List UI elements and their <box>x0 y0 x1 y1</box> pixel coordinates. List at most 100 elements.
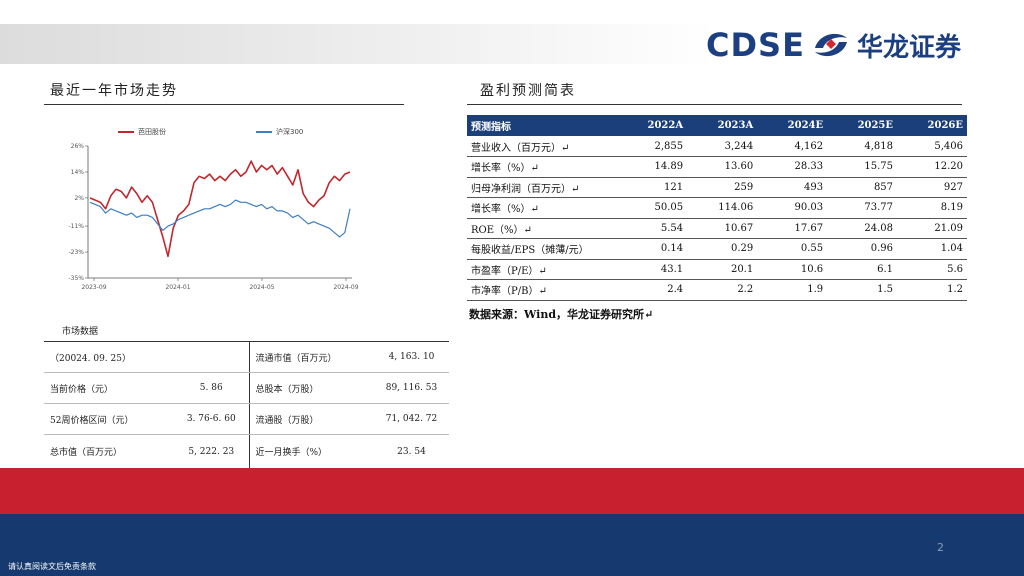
market-data-row: （20024. 09. 25） 流通市值（百万元） 4, 163. 10 <box>44 341 449 373</box>
forecast-metric-label: 市净率（P/B）↵ <box>467 279 617 301</box>
y-tick-label: -11% <box>68 223 84 230</box>
market-data-label: 近一月换手（%） <box>248 434 374 469</box>
forecast-row: 归母净利润（百万元）↵ 121 259 493 857 927 <box>467 177 967 198</box>
market-data-value: 71, 042. 72 <box>374 403 449 435</box>
market-data-row: 52周价格区间（元） 3. 76-6. 60 流通股（万股） 71, 042. 72 <box>44 403 449 435</box>
forecast-row: 营业收入（百万元）↵ 2,855 3,244 4,162 4,818 5,406 <box>467 136 967 157</box>
market-trend-title: 最近一年市场走势 <box>50 83 178 99</box>
logo-text-en: CDSE <box>706 26 805 64</box>
forecast-title: 盈利预测简表 <box>480 83 576 99</box>
forecast-value: 28.33 <box>757 156 828 178</box>
market-data-label: 52周价格区间（元） <box>44 403 174 435</box>
market-data-label: （20024. 09. 25） <box>44 341 174 373</box>
forecast-row: 市净率（P/B）↵ 2.4 2.2 1.9 1.5 1.2 <box>467 279 967 301</box>
series-line-2 <box>89 199 351 238</box>
market-data-value: 4, 163. 10 <box>374 341 449 373</box>
forecast-value: 0.55 <box>757 238 828 260</box>
forecast-value: 2.4 <box>617 279 688 301</box>
forecast-table: 预测指标 2022A 2023A 2024E 2025E 2026E 营业收入（百万元）↵… <box>467 115 967 301</box>
forecast-header-year: 2025E <box>827 115 898 136</box>
forecast-value: 73.77 <box>827 197 898 219</box>
forecast-value: 493 <box>757 177 828 198</box>
y-tick-label: -23% <box>68 249 84 256</box>
forecast-value: 259 <box>687 177 758 198</box>
forecast-value: 3,244 <box>687 136 758 157</box>
y-tick-label: 2% <box>74 195 84 202</box>
forecast-header-year: 2024E <box>757 115 828 136</box>
forecast-value: 15.75 <box>827 156 898 178</box>
legend-series-1: 芭田股份 <box>118 127 166 137</box>
market-data-value: 23. 54 <box>374 434 449 469</box>
forecast-row: 增长率（%）↵ 14.89 13.60 28.33 15.75 12.20 <box>467 156 967 178</box>
market-data-value: 5. 86 <box>174 372 249 404</box>
forecast-value: 21.09 <box>897 218 967 239</box>
market-data-title: 市场数据 <box>62 327 99 337</box>
market-trend-chart: 26% 14% 2% -11% -23% -35% 2023-09 2024-01 2024-0… <box>68 143 358 291</box>
forecast-row: 市盈率（P/E）↵ 43.1 20.1 10.6 6.1 5.6 <box>467 259 967 280</box>
forecast-row: 增长率（%）↵ 50.05 114.06 90.03 73.77 8.19 <box>467 197 967 219</box>
forecast-metric-label: 归母净利润（百万元）↵ <box>467 177 617 198</box>
y-tick-label: -35% <box>68 275 84 282</box>
footer-red-band <box>0 468 1024 514</box>
forecast-header-metric: 预测指标 <box>467 115 617 136</box>
market-data-value: 89, 116. 53 <box>374 372 449 404</box>
x-tick-label: 2024-09 <box>333 284 358 291</box>
forecast-value: 857 <box>827 177 898 198</box>
forecast-value: 20.1 <box>687 259 758 280</box>
forecast-metric-label: 增长率（%）↵ <box>467 156 617 178</box>
forecast-value: 50.05 <box>617 197 688 219</box>
forecast-value: 2,855 <box>617 136 688 157</box>
forecast-metric-label: 每股收益/EPS（摊薄/元） <box>467 238 617 260</box>
market-data-label: 流通市值（百万元） <box>248 341 374 373</box>
disclaimer-text: 请认真阅读文后免责条款 <box>8 562 96 571</box>
forecast-metric-label: 增长率（%）↵ <box>467 197 617 219</box>
market-data-table: （20024. 09. 25） 流通市值（百万元） 4, 163. 10 当前价格（元… <box>44 341 449 469</box>
legend-label: 沪深300 <box>276 128 304 136</box>
forecast-value: 5.54 <box>617 218 688 239</box>
market-data-value <box>174 341 249 373</box>
market-data-row: 当前价格（元） 5. 86 总股本（万股） 89, 116. 53 <box>44 372 449 404</box>
forecast-value: 121 <box>617 177 688 198</box>
y-tick-label: 26% <box>71 143 85 150</box>
forecast-value: 0.29 <box>687 238 758 260</box>
footer-blue-band <box>0 514 1024 576</box>
forecast-value: 5,406 <box>897 136 967 157</box>
forecast-value: 24.08 <box>827 218 898 239</box>
page-number: 2 <box>937 541 944 554</box>
forecast-value: 5.6 <box>897 259 967 280</box>
header-band <box>0 24 1024 64</box>
forecast-value: 927 <box>897 177 967 198</box>
forecast-metric-label: ROE（%）↵ <box>467 218 617 239</box>
forecast-value: 90.03 <box>757 197 828 219</box>
forecast-value: 10.67 <box>687 218 758 239</box>
company-logo: CDSE 华龙证券 <box>706 26 961 64</box>
market-data-label: 当前价格（元） <box>44 372 174 404</box>
forecast-value: 12.20 <box>897 156 967 178</box>
forecast-value: 2.2 <box>687 279 758 301</box>
forecast-row: ROE（%）↵ 5.54 10.67 17.67 24.08 21.09 <box>467 218 967 239</box>
x-tick-label: 2024-01 <box>165 284 190 291</box>
market-data-label: 流通股（万股） <box>248 403 374 435</box>
forecast-value: 10.6 <box>757 259 828 280</box>
forecast-value: 1.2 <box>897 279 967 301</box>
forecast-value: 0.14 <box>617 238 688 260</box>
forecast-value: 4,162 <box>757 136 828 157</box>
forecast-value: 17.67 <box>757 218 828 239</box>
x-tick-label: 2024-05 <box>249 284 274 291</box>
forecast-value: 43.1 <box>617 259 688 280</box>
forecast-metric-label: 市盈率（P/E）↵ <box>467 259 617 280</box>
market-data-value: 5, 222. 23 <box>174 434 249 469</box>
forecast-header-year: 2026E <box>897 115 967 136</box>
forecast-value: 1.04 <box>897 238 967 260</box>
market-trend-rule <box>44 104 404 105</box>
legend-swatch-red <box>118 131 134 133</box>
legend-label: 芭田股份 <box>138 128 166 136</box>
forecast-header-year: 2022A <box>617 115 688 136</box>
dragon-logo-icon <box>814 33 847 57</box>
y-tick-label: 14% <box>71 169 85 176</box>
forecast-value: 1.5 <box>827 279 898 301</box>
data-source-note: 数据来源：Wind，华龙证券研究所↵ <box>469 308 654 321</box>
legend-series-2: 沪深300 <box>256 127 303 137</box>
forecast-value: 13.60 <box>687 156 758 178</box>
forecast-row: 每股收益/EPS（摊薄/元） 0.14 0.29 0.55 0.96 1.04 <box>467 238 967 260</box>
